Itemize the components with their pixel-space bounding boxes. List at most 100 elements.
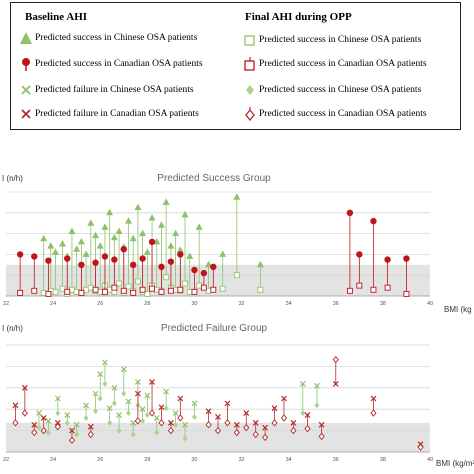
- chart1-final-point: [111, 284, 118, 291]
- chart2-baseline-point: [73, 421, 80, 428]
- chart1-final-point: [356, 282, 363, 289]
- chart1-x-tick-label: 34: [286, 301, 292, 307]
- chart1-baseline-point: [106, 208, 114, 216]
- chart2-baseline-point: [125, 398, 132, 405]
- chart2-final-point: [158, 419, 165, 427]
- chart2-title: Predicted Failure Group: [161, 323, 268, 334]
- chart1-baseline-point: [167, 242, 175, 249]
- chart2-baseline-point: [153, 415, 160, 421]
- chart1-final-point: [40, 289, 47, 296]
- legend-baseline-item-1: Predicted success in Chinese OSA patient…: [35, 33, 198, 43]
- chart2-final-point: [130, 431, 136, 438]
- chart1-baseline-point: [87, 219, 95, 226]
- chart2-baseline-point: [243, 410, 250, 417]
- chart2-baseline-point: [281, 395, 287, 402]
- chart2-final-point: [116, 427, 122, 434]
- chart2-final-point: [107, 419, 113, 426]
- legend-open-square-red-icon: [244, 57, 255, 71]
- chart2-final-point: [40, 426, 47, 435]
- chart2-final-point: [233, 428, 240, 437]
- chart1-x-tick-label: 32: [238, 301, 244, 307]
- chart2-baseline-point: [172, 410, 179, 417]
- chart2-x-tick-label: 40: [427, 457, 433, 463]
- legend-baseline-item-3: Predicted failure in Chinese OSA patient…: [35, 85, 194, 95]
- chart1-baseline-point: [64, 255, 71, 262]
- chart1-title: Predicted Success Group: [157, 173, 271, 184]
- chart2-x-tick-label: 24: [50, 457, 56, 463]
- chart1-baseline-point: [177, 251, 184, 258]
- chart1-baseline-point: [96, 242, 104, 249]
- chart1-baseline-point: [384, 256, 391, 263]
- chart1-baseline-point: [101, 253, 109, 260]
- chart2-final-point: [167, 426, 174, 435]
- chart1-baseline-point: [73, 245, 81, 252]
- chart2-final-point: [55, 410, 61, 417]
- chart2-baseline-point: [116, 412, 122, 418]
- chart2-baseline-point: [139, 406, 146, 413]
- chart2-final-point: [125, 410, 131, 417]
- chart1-baseline-point: [51, 248, 59, 255]
- chart1-baseline-point: [47, 242, 55, 249]
- chart1-baseline-point: [176, 246, 184, 253]
- chart1-final-point: [219, 285, 226, 292]
- chart1-baseline-point: [148, 238, 156, 246]
- chart2-final-point: [318, 432, 325, 441]
- chart2-final-point: [177, 414, 184, 422]
- chart2-baseline-point: [64, 412, 71, 418]
- chart2-baseline-point: [167, 419, 174, 426]
- chart2-baseline-point: [318, 421, 325, 428]
- chart2-baseline-point: [191, 400, 198, 407]
- chart2-baseline-point: [130, 419, 137, 426]
- chart2-baseline-point: [205, 408, 212, 415]
- chart2-baseline-point: [102, 359, 108, 366]
- chart2-baseline-point: [149, 379, 155, 385]
- chart1-final-point: [120, 287, 127, 294]
- chart2-x-tick-label: 36: [333, 457, 339, 463]
- chart1-baseline-point: [110, 233, 118, 241]
- chart1-final-point: [172, 286, 179, 293]
- chart2-final-point: [262, 433, 269, 442]
- chart2-final-point: [74, 431, 80, 438]
- chart2-final-point: [304, 424, 311, 433]
- chart2-final-point: [191, 413, 197, 420]
- chart1-baseline-point: [111, 256, 118, 263]
- chart1-baseline-point: [191, 266, 198, 274]
- chart1-final-point: [205, 287, 212, 294]
- chart2-final-point: [370, 409, 377, 417]
- chart1-baseline-point: [162, 198, 170, 205]
- chart1-baseline-point: [172, 229, 180, 237]
- chart1-baseline-point: [40, 234, 48, 242]
- legend-baseline-item-4: Predicted failure in Canadian OSA patien…: [35, 109, 199, 119]
- chart2-ylabel: I (n/h): [2, 324, 23, 333]
- chart2-baseline-point: [177, 395, 184, 402]
- chart1-final-point: [134, 278, 141, 285]
- chart2-final-point: [93, 408, 99, 415]
- chart2-baseline-point: [69, 427, 75, 434]
- chart1-final-point: [31, 287, 38, 294]
- chart1-final-point: [87, 284, 94, 291]
- chart2-final-point: [144, 412, 150, 419]
- chart1-baseline-point: [158, 263, 165, 271]
- chart2-baseline-point: [92, 390, 99, 397]
- chart2-final-point: [45, 429, 51, 436]
- chart1-final-point: [17, 289, 24, 296]
- chart2-final-point: [140, 417, 146, 424]
- chart2-x-tick-label: 38: [380, 457, 386, 463]
- chart2-xlabel: BMI (kg/m²): [436, 459, 474, 468]
- chart1-baseline-point: [124, 217, 132, 224]
- chart1-final-point: [346, 287, 353, 294]
- chart2-baseline-point: [45, 417, 52, 424]
- legend-diamond-green-icon: [246, 85, 254, 95]
- chart2-final-point: [87, 430, 94, 439]
- chart1-xlabel: BMI (kg: [444, 305, 472, 314]
- chart1-baseline-point: [59, 240, 67, 247]
- chart1-baseline-point: [200, 269, 208, 277]
- chart1-final-point: [139, 286, 146, 293]
- legend-box: Baseline AHI Final AHI during OPP Predic…: [10, 2, 461, 130]
- chart1-baseline-point: [143, 248, 151, 255]
- chart1-final-point: [182, 280, 188, 287]
- chart2-baseline-point: [120, 366, 127, 373]
- chart2-final-point: [271, 419, 278, 427]
- chart1-baseline-point: [346, 209, 354, 216]
